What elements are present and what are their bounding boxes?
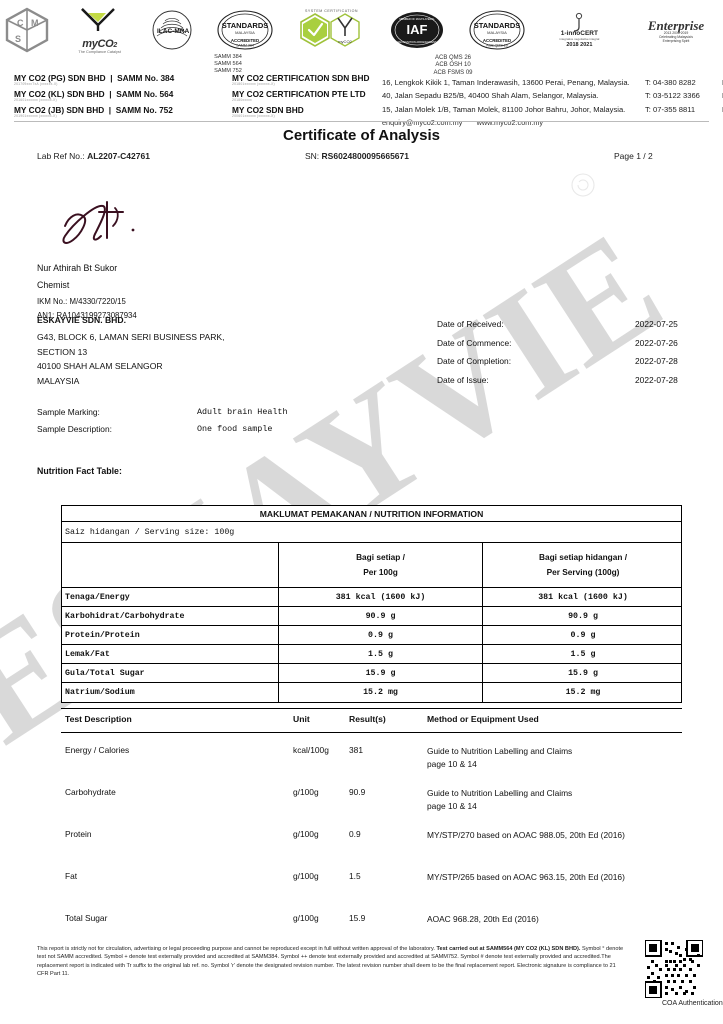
svg-text:STANDARDS: STANDARDS	[222, 21, 269, 30]
svg-text:ACCREDITED: ACCREDITED	[483, 38, 511, 43]
svg-text:S: S	[15, 34, 21, 44]
svg-text:M: M	[31, 18, 39, 28]
svg-text:RECOGNITION ARRANGEMENT: RECOGNITION ARRANGEMENT	[398, 40, 437, 44]
svg-text:ILAC-MRA: ILAC-MRA	[157, 28, 189, 35]
svg-text:IAF: IAF	[407, 22, 428, 37]
svg-text:C: C	[17, 18, 24, 28]
svg-text:MALAYSIA: MALAYSIA	[487, 30, 507, 35]
svg-text:STANDARDS: STANDARDS	[473, 21, 520, 30]
svg-text:MEMBER OF MULTILATERAL: MEMBER OF MULTILATERAL	[399, 17, 435, 21]
svg-text:ACB QMS 26: ACB QMS 26	[486, 44, 508, 48]
svg-text:ACCREDITED: ACCREDITED	[231, 38, 259, 43]
svg-text:MALAYSIA: MALAYSIA	[235, 30, 255, 35]
svg-text:SAMM 384: SAMM 384	[236, 44, 254, 48]
svg-text:myCO2: myCO2	[338, 39, 352, 44]
